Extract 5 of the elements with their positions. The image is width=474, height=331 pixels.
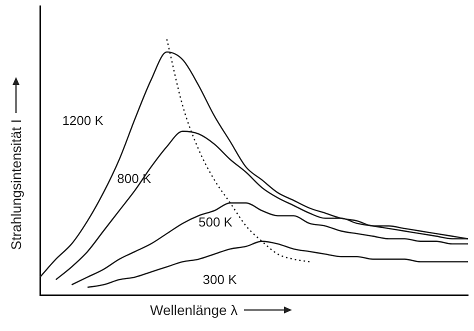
series-label: 500 K — [198, 214, 233, 230]
y-axis-title: Strahlungsintensität I — [8, 119, 24, 250]
text: 1200 K — [62, 113, 104, 128]
x-axis-title: Wellenlänge λ — [150, 302, 238, 318]
series-label: 300 K — [202, 272, 238, 288]
